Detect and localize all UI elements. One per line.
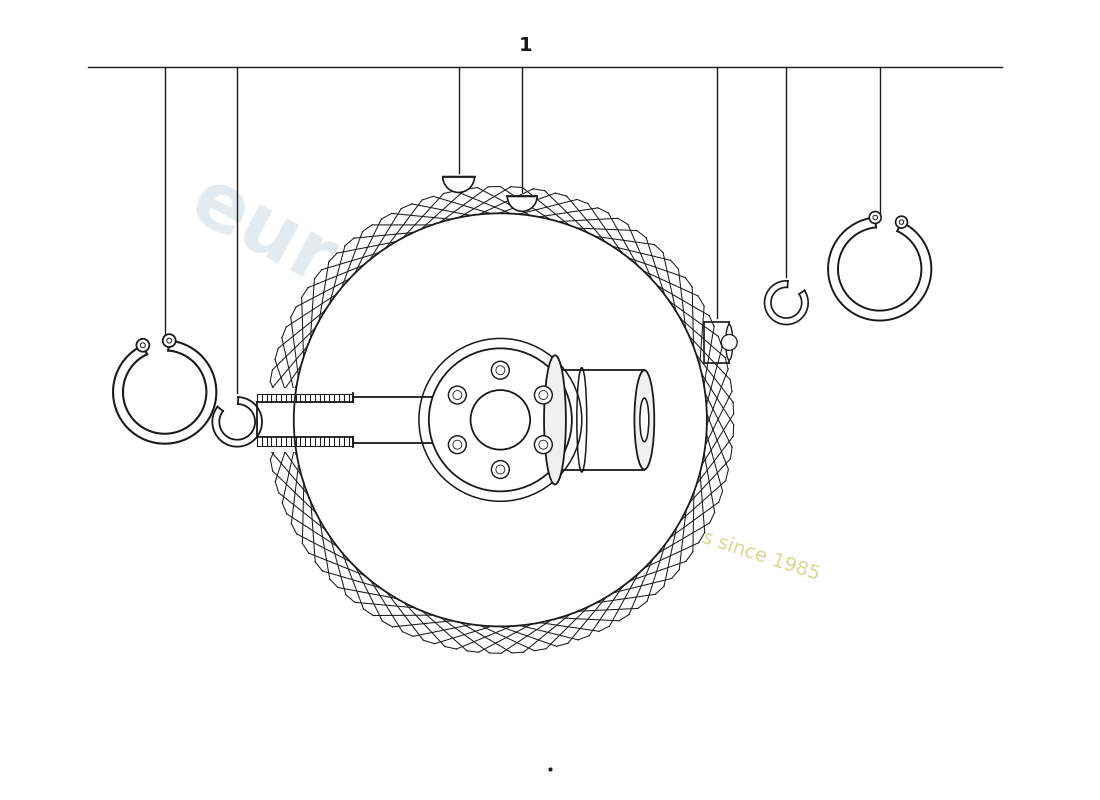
Ellipse shape [544,355,565,485]
Text: euroParts: euroParts [176,162,606,439]
Circle shape [492,362,509,379]
Ellipse shape [635,370,654,470]
Circle shape [429,348,572,491]
Circle shape [136,338,150,352]
Circle shape [722,334,737,350]
Text: a passion for parts since 1985: a passion for parts since 1985 [536,474,823,584]
Circle shape [492,461,509,478]
Circle shape [873,215,878,220]
Circle shape [869,211,881,223]
Ellipse shape [640,398,649,442]
Circle shape [471,390,530,450]
Bar [252,387,443,452]
Circle shape [535,386,552,404]
Circle shape [141,343,145,348]
Circle shape [265,185,736,655]
Circle shape [167,338,172,343]
Circle shape [449,386,466,404]
Text: 1: 1 [518,36,532,55]
Circle shape [163,334,176,347]
Wedge shape [442,177,474,193]
Circle shape [895,216,908,228]
Wedge shape [507,197,537,211]
Circle shape [449,436,466,454]
Circle shape [900,220,904,224]
Circle shape [535,436,552,454]
Bar [556,355,659,485]
Ellipse shape [726,325,733,360]
